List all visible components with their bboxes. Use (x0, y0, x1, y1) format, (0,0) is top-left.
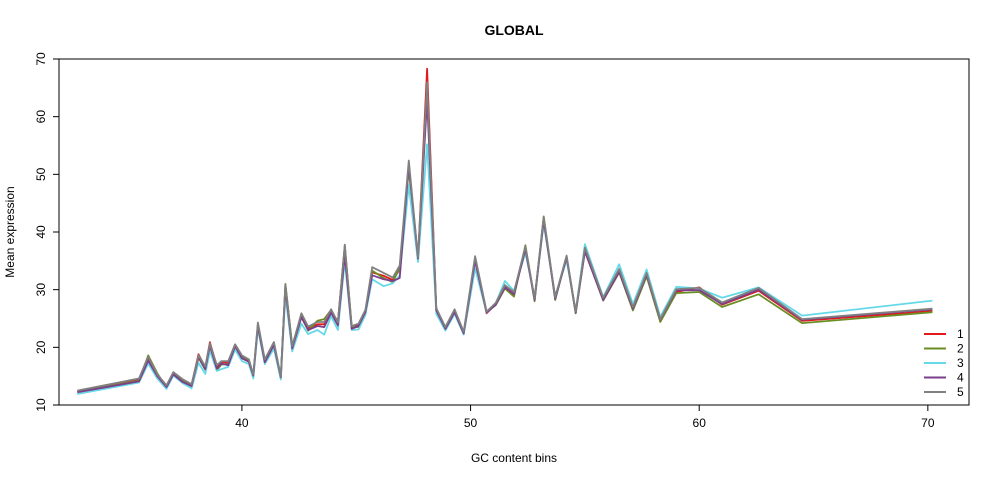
plot-area (77, 67, 933, 395)
legend-label-5: 5 (957, 385, 964, 399)
y-axis: 10 20 30 40 50 60 70 (34, 52, 59, 412)
x-axis-label: GC content bins (471, 451, 557, 465)
x-tick-label: 60 (693, 416, 707, 430)
x-tick-label: 40 (235, 416, 249, 430)
y-tick-label: 70 (34, 52, 48, 66)
y-tick-label: 60 (34, 110, 48, 124)
legend-label-3: 3 (957, 356, 964, 370)
plot-frame (58, 58, 970, 406)
x-tick-label: 70 (921, 416, 935, 430)
y-tick-label: 30 (34, 283, 48, 297)
y-axis-label: Mean expression (3, 186, 17, 277)
chart-title: GLOBAL (484, 22, 544, 38)
y-tick-label: 20 (34, 340, 48, 354)
series-line-2 (77, 89, 933, 393)
legend-label-2: 2 (957, 342, 964, 356)
legend-label-1: 1 (957, 327, 964, 341)
series-line-3 (77, 143, 933, 395)
series-line-4 (77, 98, 933, 394)
series-line-5 (77, 81, 933, 392)
x-tick-label: 50 (464, 416, 478, 430)
y-tick-label: 50 (34, 167, 48, 181)
series-line-1 (77, 67, 933, 393)
y-tick-label: 10 (34, 398, 48, 412)
legend-label-4: 4 (957, 371, 964, 385)
y-tick-label: 40 (34, 225, 48, 239)
x-axis: 40 50 60 70 (235, 405, 935, 430)
